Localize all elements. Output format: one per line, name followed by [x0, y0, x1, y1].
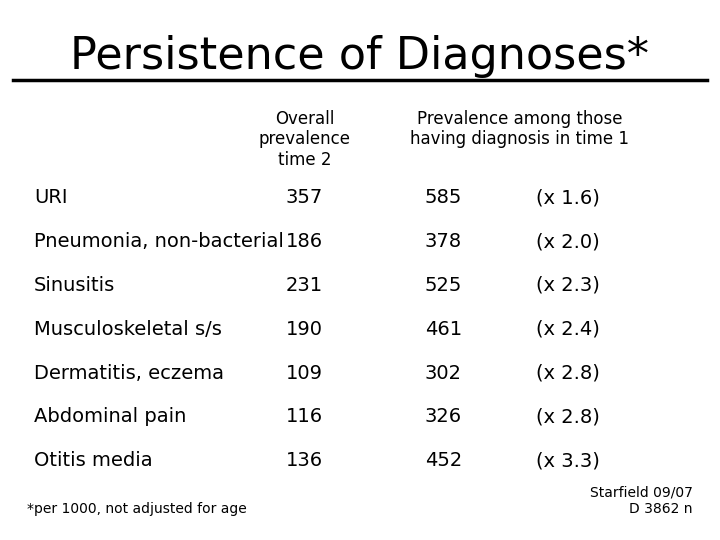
- Text: 231: 231: [286, 276, 323, 295]
- Text: Prevalence among those
having diagnosis in time 1: Prevalence among those having diagnosis …: [410, 110, 629, 148]
- Text: (x 2.8): (x 2.8): [536, 363, 600, 383]
- Text: (x 2.3): (x 2.3): [536, 276, 600, 295]
- Text: (x 2.0): (x 2.0): [536, 232, 600, 251]
- Text: 461: 461: [425, 320, 462, 339]
- Text: 302: 302: [425, 363, 462, 383]
- Text: (x 2.8): (x 2.8): [536, 408, 600, 427]
- Text: Musculoskeletal s/s: Musculoskeletal s/s: [34, 320, 222, 339]
- Text: 357: 357: [286, 188, 323, 207]
- Text: 525: 525: [425, 276, 462, 295]
- Text: 378: 378: [425, 232, 462, 251]
- Text: 136: 136: [286, 451, 323, 470]
- Text: URI: URI: [34, 188, 68, 207]
- Text: Pneumonia, non-bacterial: Pneumonia, non-bacterial: [34, 232, 284, 251]
- Text: Sinusitis: Sinusitis: [34, 276, 115, 295]
- Text: (x 3.3): (x 3.3): [536, 451, 600, 470]
- Text: 326: 326: [425, 408, 462, 427]
- Text: Dermatitis, eczema: Dermatitis, eczema: [34, 363, 224, 383]
- Text: 186: 186: [286, 232, 323, 251]
- Text: 116: 116: [286, 408, 323, 427]
- Text: (x 1.6): (x 1.6): [536, 188, 600, 207]
- Text: Abdominal pain: Abdominal pain: [34, 408, 186, 427]
- Text: 585: 585: [425, 188, 462, 207]
- Text: 190: 190: [286, 320, 323, 339]
- Text: Persistence of Diagnoses*: Persistence of Diagnoses*: [71, 35, 649, 78]
- Text: Starfield 09/07
D 3862 n: Starfield 09/07 D 3862 n: [590, 485, 693, 516]
- Text: 109: 109: [286, 363, 323, 383]
- Text: Overall
prevalence
time 2: Overall prevalence time 2: [258, 110, 351, 169]
- Text: 452: 452: [425, 451, 462, 470]
- Text: (x 2.4): (x 2.4): [536, 320, 600, 339]
- Text: Otitis media: Otitis media: [34, 451, 153, 470]
- Text: *per 1000, not adjusted for age: *per 1000, not adjusted for age: [27, 502, 247, 516]
